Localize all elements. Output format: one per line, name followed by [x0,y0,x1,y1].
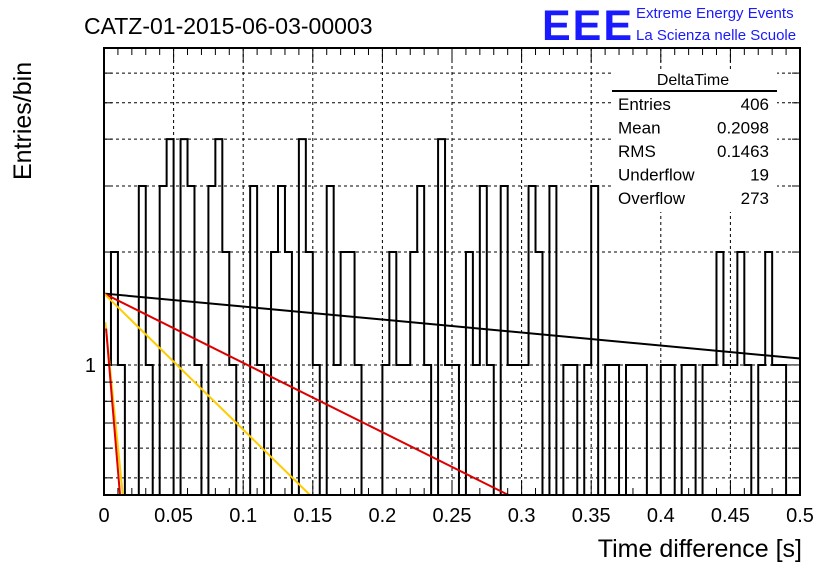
x-tick-label: 0.2 [368,505,396,527]
eee-logo-line1: Extreme Energy Events [636,5,794,22]
stats-value: 406 [741,95,769,114]
x-tick-label: 0.15 [293,505,332,527]
stats-label: Overflow [618,189,686,208]
x-tick-label: 0.05 [154,505,193,527]
eee-logo-line2: La Scienza nelle Scuole [636,27,796,44]
stats-value: 273 [741,189,769,208]
fit-line-red [103,292,509,496]
y-axis-label: Entries/bin [9,62,37,180]
y-axis-ticks: 1 [85,72,800,479]
stats-label: RMS [618,142,656,161]
fit-line-black [103,292,801,360]
fit-lines [103,292,801,496]
x-tick-label: 0.3 [508,505,536,527]
stats-value: 0.1463 [717,142,769,161]
stats-value: 0.2098 [717,119,769,138]
y-tick-label: 1 [85,355,96,377]
x-axis-ticks: 0 0.05 0.1 0.15 0.2 0.25 0.3 0.35 0.4 0.45 0.5 [98,48,814,527]
fit-line-red [105,328,122,496]
stats-label: Mean [618,119,661,138]
stats-value: 19 [750,166,769,185]
stats-box: DeltaTime Entries 406 Mean 0.2098 RMS 0.1463 U… [612,70,777,212]
x-tick-label: 0.5 [786,505,814,527]
x-tick-label: 0.4 [647,505,675,527]
eee-logo-text: EEE [542,2,634,50]
x-axis-label: Time difference [s] [598,535,802,563]
fit-line-yellow [103,292,311,496]
x-tick-label: 0.25 [433,505,472,527]
chart-title: CATZ-01-2015-06-03-00003 [84,13,373,39]
stats-box-bg [612,70,777,212]
stats-label: Entries [618,95,671,114]
x-tick-label: 0 [98,505,109,527]
x-tick-label: 0.45 [711,505,750,527]
x-tick-label: 0.35 [572,505,611,527]
x-tick-label: 0.1 [229,505,257,527]
stats-rows: Entries 406 Mean 0.2098 RMS 0.1463 Underflow 19… [618,95,769,208]
stats-title: DeltaTime [657,72,729,89]
stats-label: Underflow [618,166,695,185]
